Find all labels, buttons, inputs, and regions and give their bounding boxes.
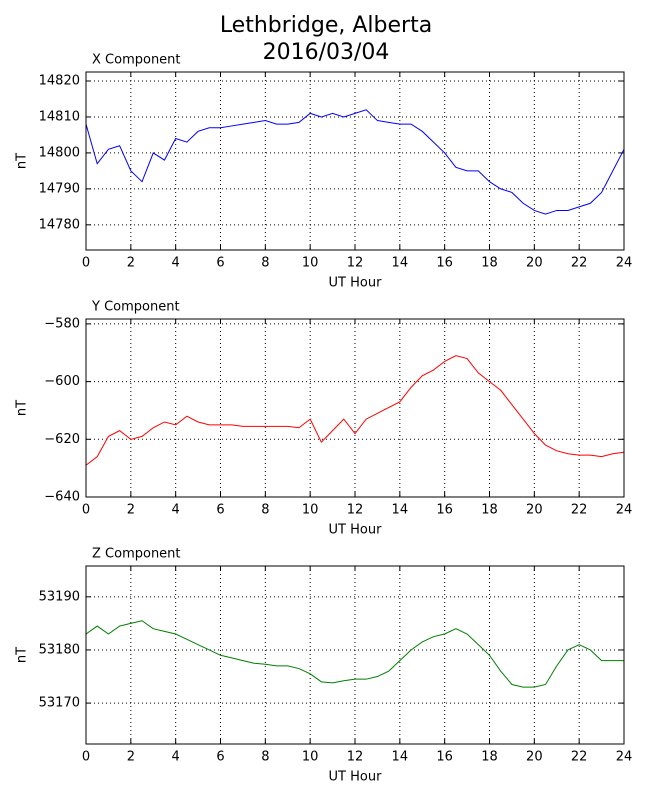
y-tick-label: 14820 (39, 73, 80, 88)
x-tick-label: 6 (216, 503, 224, 518)
x-tick-label: 16 (436, 503, 453, 518)
y-tick-label: −600 (44, 374, 80, 389)
y-tick-label: 53190 (39, 589, 80, 604)
x-tick-label: 18 (481, 256, 498, 271)
data-line (85, 620, 624, 688)
y-tick-label: −640 (44, 490, 80, 505)
y-axis-label: nT (15, 153, 30, 169)
x-tick-label: 8 (261, 256, 269, 271)
x-tick-label: 12 (347, 750, 364, 765)
plot-frame (85, 318, 625, 498)
x-tick-label: 20 (526, 256, 543, 271)
data-line (85, 355, 625, 466)
y-tick-label: 53180 (39, 642, 80, 657)
x-tick-label: 12 (347, 256, 364, 271)
x-tick-label: 2 (127, 256, 135, 271)
x-tick-label: 14 (392, 256, 409, 271)
x-tick-label: 0 (82, 503, 90, 518)
subplot-title: X Component (92, 53, 181, 68)
subplot-title: Z Component (92, 547, 181, 562)
x-tick-label: 4 (172, 256, 180, 271)
x-tick-label: 4 (172, 503, 180, 518)
x-axis-label: UT Hour (329, 770, 383, 785)
x-tick-label: 10 (302, 503, 319, 518)
y-tick-label: −580 (44, 316, 80, 331)
y-tick-label: 53170 (39, 696, 80, 711)
x-tick-label: 2 (127, 750, 135, 765)
y-tick-label: 14810 (39, 109, 80, 124)
x-tick-label: 0 (82, 750, 90, 765)
plot-frame (85, 71, 625, 251)
x-tick-label: 8 (261, 750, 269, 765)
y-tick-label: 14780 (39, 217, 80, 232)
x-tick-label: 10 (302, 750, 319, 765)
subplot-title: Y Component (91, 300, 180, 315)
x-tick-label: 10 (302, 256, 319, 271)
x-tick-label: 20 (526, 750, 543, 765)
data-line (85, 109, 625, 215)
x-tick-label: 24 (616, 256, 633, 271)
x-tick-label: 24 (616, 503, 633, 518)
x-tick-label: 2 (127, 503, 135, 518)
x-tick-label: 14 (392, 750, 409, 765)
y-tick-label: 14800 (39, 145, 80, 160)
x-tick-label: 22 (571, 256, 588, 271)
figure-title: Lethbridge, Alberta (220, 13, 432, 38)
x-tick-label: 18 (481, 750, 498, 765)
x-tick-label: 22 (571, 750, 588, 765)
plot-frame (85, 565, 625, 745)
x-tick-label: 14 (392, 503, 409, 518)
x-axis-label: UT Hour (329, 276, 383, 291)
figure-subtitle: 2016/03/04 (263, 40, 390, 65)
x-tick-label: 16 (436, 256, 453, 271)
x-axis-label: UT Hour (329, 523, 383, 538)
y-tick-label: 14790 (39, 181, 80, 196)
y-axis-label: nT (15, 647, 30, 663)
x-tick-label: 6 (216, 750, 224, 765)
x-tick-label: 18 (481, 503, 498, 518)
x-tick-label: 22 (571, 503, 588, 518)
x-tick-label: 12 (347, 503, 364, 518)
x-tick-label: 16 (436, 750, 453, 765)
y-tick-label: −620 (44, 432, 80, 447)
x-tick-label: 8 (261, 503, 269, 518)
x-tick-label: 0 (82, 256, 90, 271)
y-axis-label: nT (15, 400, 30, 416)
x-tick-label: 24 (616, 750, 633, 765)
x-tick-label: 4 (172, 750, 180, 765)
x-tick-label: 20 (526, 503, 543, 518)
x-tick-label: 6 (216, 256, 224, 271)
